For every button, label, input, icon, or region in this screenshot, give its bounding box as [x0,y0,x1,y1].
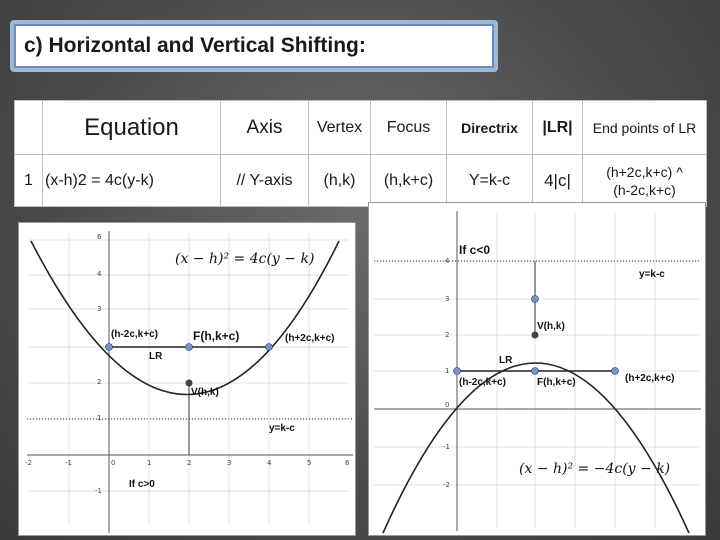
parabola-table: Equation Axis Vertex Focus Directrix |LR… [14,100,707,207]
header-num [14,100,43,155]
label-directrix: y=k-c [269,423,295,434]
x-tick: 3 [227,459,232,467]
label-right-end: (h+2c,k+c) [285,333,335,344]
y-tick: 1 [97,414,102,422]
x-tick: 6 [345,459,350,467]
graph-downward: 4 3 2 1 0 -1 -2 If c<0 y=k-c V(h,k) LR (… [368,202,706,536]
label-vertex: V(h,k) [191,387,219,398]
label-lr: LR [499,355,513,366]
x-tick: 0 [111,459,116,467]
x-tick: -2 [25,459,32,467]
row-num: 1 [14,154,43,207]
focus-point [531,367,539,375]
slide-title: c) Horizontal and Vertical Shifting: [24,34,366,57]
label-left-end: (h-2c,k+c) [111,329,158,340]
header-directrix: Directrix [446,100,533,155]
header-vertex: Vertex [308,100,371,155]
header-axis: Axis [220,100,309,155]
row-focus: (h,k+c) [370,154,447,207]
graph-downward-plot [374,211,701,534]
y-tick: 1 [445,367,450,375]
formula-upward: (x − h)² = 4c(y − k) [175,251,315,267]
label-lr: LR [149,351,163,362]
header-focus: Focus [370,100,447,155]
label-condition: If c<0 [459,243,491,257]
focus-point [185,343,193,351]
y-tick: 4 [445,257,450,265]
label-condition: If c>0 [129,479,155,490]
row-endpoints-line1: (h+2c,k+c) ^ [606,163,683,180]
graph-upward-plot [27,231,353,533]
row-endpoints: (h+2c,k+c) ^ (h-2c,k+c) [582,154,707,207]
label-directrix: y=k-c [639,269,665,280]
row-axis: // Y-axis [220,154,309,207]
graph-upward: 6 4 3 2 1 -1 -2 -1 0 1 2 3 4 5 6 (x − h)… [18,222,356,536]
x-tick: 4 [267,459,272,467]
x-tick: 1 [147,459,152,467]
label-focus: F(h,k+c) [193,329,240,343]
y-tick: 2 [97,378,102,386]
directrix-point [531,295,539,303]
y-tick: 6 [97,233,102,241]
y-tick: 3 [97,305,102,313]
left-end-point [453,367,461,375]
row-directrix: Y=k-c [446,154,533,207]
x-tick: -1 [65,459,72,467]
left-end-point [105,343,113,351]
formula-downward: (x − h)² = −4c(y − k) [519,461,671,477]
y-tick: 0 [445,401,450,409]
table-header-row: Equation Axis Vertex Focus Directrix |LR… [14,100,707,155]
header-equation: Equation [42,100,221,155]
row-vertex: (h,k) [308,154,371,207]
row-lr: 4|c| [532,154,583,207]
table-row: 1 (x-h)2 = 4c(y-k) // Y-axis (h,k) (h,k+… [14,154,707,207]
y-tick: 4 [97,270,102,278]
header-endpoints: End points of LR [582,100,707,155]
title-box: c) Horizontal and Vertical Shifting: [10,20,498,72]
label-right-end: (h+2c,k+c) [625,373,675,384]
row-endpoints-line2: (h-2c,k+c) [613,181,676,198]
x-tick: 5 [307,459,312,467]
y-tick: -2 [443,481,450,489]
right-end-point [611,367,619,375]
label-focus: F(h,k+c) [537,377,576,388]
header-lr: |LR| [532,100,583,155]
right-end-point [265,343,273,351]
vertex-point [185,379,193,387]
y-tick: -1 [443,443,450,451]
label-left-end: (h-2c,k+c) [459,377,506,388]
label-vertex: V(h,k) [537,321,565,332]
y-tick: -1 [95,487,102,495]
vertex-point [531,331,539,339]
y-tick: 3 [445,295,450,303]
row-equation: (x-h)2 = 4c(y-k) [42,154,221,207]
x-tick: 2 [187,459,192,467]
y-tick: 2 [445,331,450,339]
